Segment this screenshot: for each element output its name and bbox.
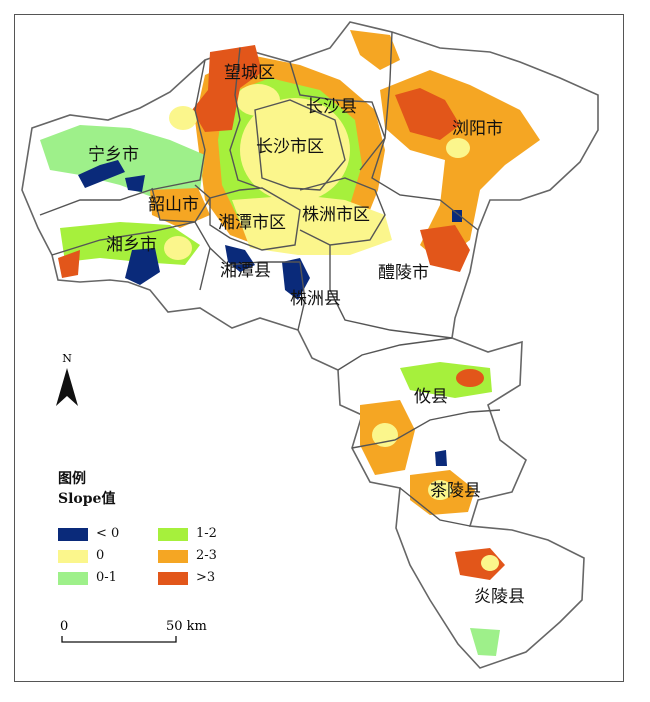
- legend-swatch-1-2: [158, 528, 188, 541]
- patch-negative-ningxiang: [78, 160, 125, 188]
- legend-swatch-gt3: [158, 572, 188, 585]
- boundary-zhuzhou-county: [297, 261, 306, 331]
- patch-negative-ningxiang-2: [125, 175, 145, 192]
- patch-yanling-core: [481, 555, 499, 571]
- label-chaling: 茶陵县: [430, 481, 481, 501]
- legend-label-1-2: 1-2: [196, 526, 217, 541]
- patch-shaoshan: [150, 188, 210, 228]
- legend-label-0: 0: [96, 548, 105, 563]
- label-yanling: 炎陵县: [474, 587, 525, 607]
- label-you-county: 攸县: [414, 387, 448, 407]
- legend-swatch-2-3: [158, 550, 188, 563]
- label-wangcheng: 望城区: [224, 63, 275, 83]
- patch-yanling-green: [470, 628, 500, 656]
- label-zhuzhou-urban: 株洲市区: [302, 205, 370, 225]
- label-ningxiang: 宁乡市: [88, 145, 139, 165]
- legend-title: 图例: [58, 471, 86, 487]
- boundary-yanling: [399, 487, 471, 527]
- boundary-xiangtan-urban: [209, 187, 301, 251]
- slope-patches: [40, 30, 540, 656]
- label-liuyang: 浏阳市: [452, 119, 503, 139]
- boundary-xiangxiang: [51, 221, 211, 291]
- boundary-changsha-county: [289, 61, 386, 171]
- legend: 图例 Slope值 < 0 1-2 0 2-3 0-1 >3: [58, 468, 258, 588]
- boundary-changsha-urban: [254, 99, 346, 191]
- legend-swatch-0: [58, 550, 88, 563]
- patch-xiangxiang-high: [58, 250, 80, 278]
- scale-bar: 0 50 km: [58, 616, 228, 650]
- boundary-wangcheng-changsha: [229, 47, 261, 189]
- patch-chaling-core: [428, 480, 452, 500]
- legend-label-0-1: 0-1: [96, 570, 117, 585]
- boundary-you-county: [337, 337, 453, 371]
- legend-label-gt3: >3: [196, 570, 216, 585]
- patch-liuyang-high: [395, 88, 460, 140]
- scale-bar-line: [61, 636, 177, 643]
- legend-swatch-lt0: [58, 528, 88, 541]
- legend-label-2-3: 2-3: [196, 548, 217, 563]
- label-zhuzhou-county: 株洲县: [290, 289, 341, 309]
- patch-ningxiang-green: [40, 125, 205, 200]
- boundary-liuyang: [371, 31, 479, 231]
- scale-start-label: 0: [60, 619, 68, 634]
- label-xiangxiang: 湘乡市: [106, 235, 157, 255]
- north-arrow: N: [52, 352, 82, 414]
- boundary-xiangtan-county: [209, 247, 300, 266]
- patch-xiangxiang-core: [164, 236, 192, 260]
- patch-xiangtan-zhuzhou: [232, 195, 392, 255]
- legend-subtitle: Slope值: [58, 491, 116, 507]
- patch-liuyang-core: [446, 138, 470, 158]
- patch-negative-liling: [452, 210, 462, 222]
- boundary-liling: [329, 245, 453, 339]
- patch-xiangxiang: [60, 222, 200, 265]
- label-changsha-county: 长沙县: [306, 97, 357, 117]
- legend-label-lt0: < 0: [96, 526, 120, 541]
- north-label: N: [62, 352, 72, 365]
- patch-north-ridge: [350, 30, 400, 70]
- patch-changsha-core: [240, 98, 350, 202]
- label-xiangtan-county: 湘潭县: [220, 261, 271, 281]
- boundary-chaling: [351, 409, 501, 449]
- region-labels: 望城区 长沙县 宁乡市 长沙市区 浏阳市 韶山市 湘潭市区 株洲市区 湘乡市 湘…: [88, 63, 525, 607]
- patch-negative-chaling: [435, 450, 447, 466]
- patch-liling: [420, 225, 470, 272]
- boundary-ningxiang: [39, 59, 206, 216]
- legend-swatch-0-1: [58, 572, 88, 585]
- label-xiangtan-urban: 湘潭市区: [218, 213, 286, 233]
- label-changsha-urban: 长沙市区: [256, 137, 324, 157]
- patch-you-east-high: [456, 369, 484, 387]
- label-shaoshan: 韶山市: [148, 195, 199, 215]
- north-arrow-icon: [56, 368, 78, 406]
- label-liling: 醴陵市: [378, 263, 429, 283]
- county-boundaries: [39, 31, 501, 527]
- patch-wangcheng-high: [192, 45, 262, 132]
- patch-ningxiang-core: [169, 106, 197, 130]
- scale-end-label: 50 km: [166, 619, 207, 634]
- patch-negative-xiangxiang: [125, 248, 160, 285]
- patch-wangcheng: [236, 84, 280, 116]
